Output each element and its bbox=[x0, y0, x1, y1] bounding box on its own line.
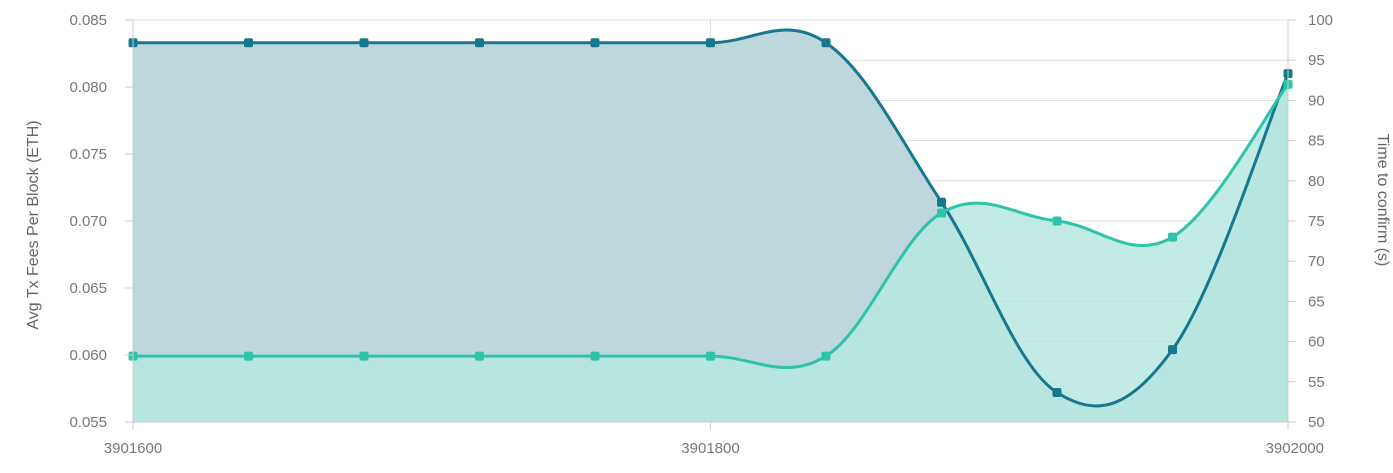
area-fills bbox=[133, 30, 1288, 423]
x-tick-label: 3902000 bbox=[1266, 440, 1324, 457]
series-2-area bbox=[133, 84, 1288, 422]
series-1-point bbox=[475, 38, 484, 48]
data-points bbox=[128, 38, 1293, 398]
y-right-tick-label: 90 bbox=[1308, 92, 1325, 109]
y-left-axis-title: Avg Tx Fees Per Block (ETH) bbox=[25, 120, 42, 329]
series-1-point bbox=[821, 38, 831, 48]
y-left-tick-label: 0.075 bbox=[69, 146, 107, 163]
series-2-point bbox=[821, 351, 831, 361]
y-right-tick-label: 65 bbox=[1308, 293, 1325, 310]
series-2-point bbox=[244, 351, 253, 361]
series-2-line bbox=[133, 83, 1290, 370]
y-right-tick-label: 80 bbox=[1308, 173, 1325, 190]
series-1-point bbox=[1168, 345, 1177, 355]
x-tick-label: 3901600 bbox=[104, 440, 162, 457]
y-right-tick-label: 60 bbox=[1308, 334, 1325, 351]
series-2-point bbox=[590, 351, 600, 361]
series-1-point bbox=[1052, 388, 1062, 398]
series-2-point bbox=[1052, 216, 1062, 226]
series-2-point bbox=[706, 351, 715, 361]
y-left-tick-label: 0.085 bbox=[69, 12, 107, 29]
series-2-point bbox=[359, 351, 369, 361]
y-right-tick-label: 100 bbox=[1308, 12, 1333, 29]
y-right-tick-label: 75 bbox=[1308, 213, 1325, 230]
y-right-tick-label: 95 bbox=[1308, 52, 1325, 69]
y-right-tick-label: 55 bbox=[1308, 374, 1325, 391]
series-1-point bbox=[244, 38, 253, 48]
series-1-point bbox=[359, 38, 369, 48]
y-left-tick-label: 0.080 bbox=[69, 79, 107, 96]
series-1-point bbox=[706, 38, 715, 48]
series-2-point bbox=[937, 208, 946, 218]
y-left-tick-label: 0.060 bbox=[69, 347, 107, 364]
y-right-tick-label: 85 bbox=[1308, 133, 1325, 150]
y-left-tick-label: 0.065 bbox=[69, 280, 107, 297]
y-left-tick-label: 0.070 bbox=[69, 213, 107, 230]
y-right-axis-title: Time to confirm (s) bbox=[1374, 134, 1391, 267]
series-1-point bbox=[937, 197, 946, 207]
series-1-point bbox=[590, 38, 600, 48]
series-2-point bbox=[1168, 232, 1177, 242]
y-right-tick-label: 70 bbox=[1308, 253, 1325, 270]
series-2-point bbox=[475, 351, 484, 361]
x-tick-label: 3901800 bbox=[681, 440, 739, 457]
y-left-tick-label: 0.055 bbox=[69, 414, 107, 431]
y-right-tick-label: 50 bbox=[1308, 414, 1325, 431]
axes: 0.085 0.080 0.075 0.070 0.065 0.060 0.055 100 95… bbox=[69, 12, 1333, 457]
